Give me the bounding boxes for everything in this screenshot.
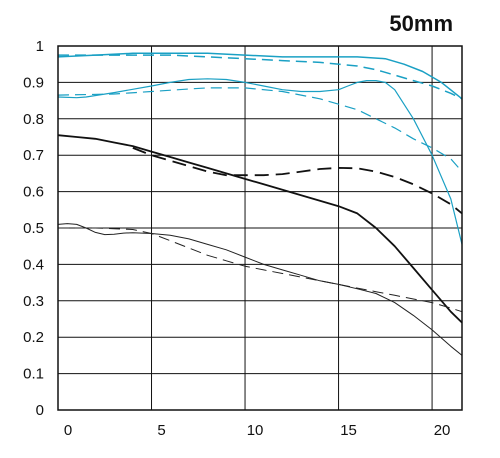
y-tick-labels: 0 0.1 0.2 0.3 0.4 0.5 0.6 0.7 0.8 0.9 1 — [23, 38, 44, 419]
y-tick-label: 0.7 — [23, 147, 44, 164]
series-lines — [57, 52, 463, 356]
x-tick-label: 15 — [340, 422, 357, 439]
grid-lines — [58, 46, 462, 410]
y-tick-label: 0.8 — [23, 111, 44, 128]
y-tick-label: 1 — [36, 38, 44, 55]
series-line-8 — [58, 227, 463, 313]
series-line-5 — [57, 134, 463, 324]
y-tick-label: 0 — [36, 402, 44, 419]
chart-title: 50mm — [389, 11, 453, 36]
y-tick-label: 0.1 — [23, 366, 44, 383]
y-tick-label: 0.6 — [23, 184, 44, 201]
y-tick-label: 0.9 — [23, 74, 44, 91]
y-tick-label: 0.3 — [23, 293, 44, 310]
series-line-6 — [132, 147, 463, 215]
series-line-3 — [57, 78, 463, 245]
y-tick-label: 0.2 — [23, 329, 44, 346]
series-line-1 — [57, 52, 463, 100]
x-tick-label: 20 — [434, 422, 451, 439]
series-line-4 — [57, 87, 463, 172]
y-tick-label: 0.4 — [23, 256, 44, 273]
plot-frame — [57, 45, 463, 411]
series-line-7 — [57, 223, 463, 356]
x-tick-label: 5 — [157, 422, 165, 439]
x-tick-label: 0 — [64, 422, 72, 439]
x-tick-labels: 0 5 10 15 20 — [64, 422, 451, 439]
x-tick-label: 10 — [247, 422, 264, 439]
series-line-2 — [58, 54, 463, 100]
y-tick-label: 0.5 — [23, 220, 44, 237]
